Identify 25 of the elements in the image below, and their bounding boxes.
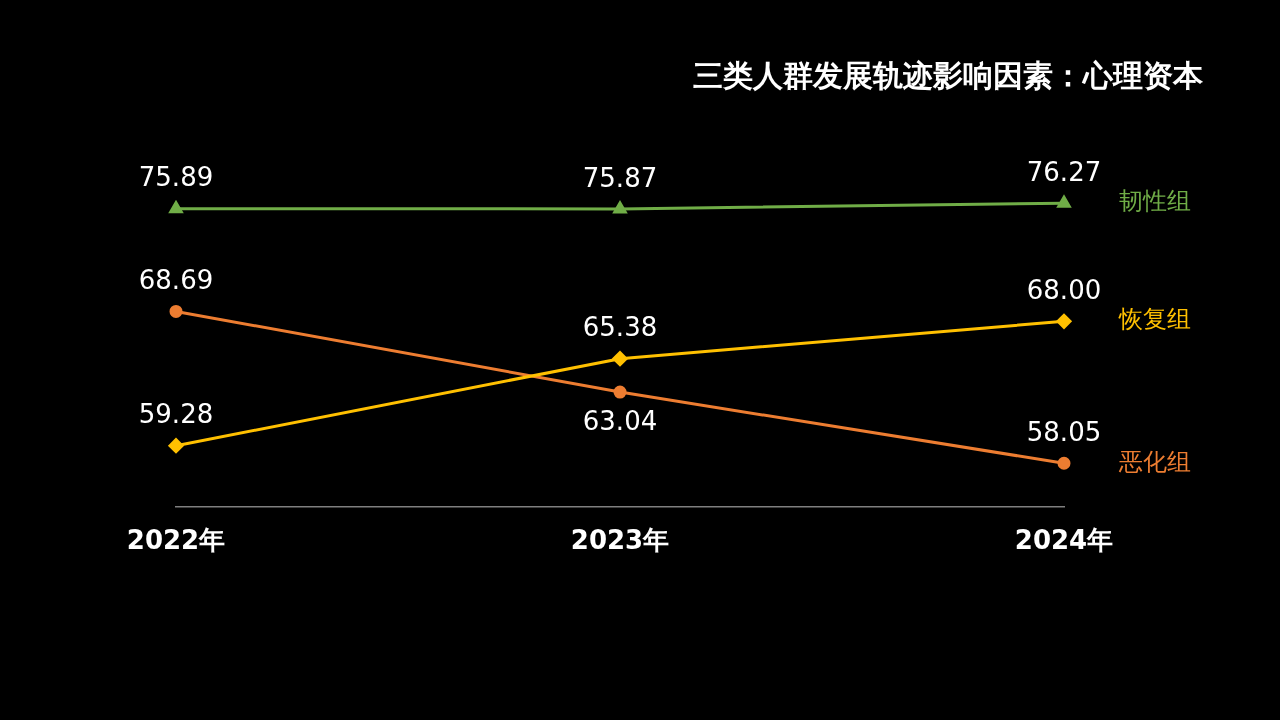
data-label: 75.89 <box>138 162 214 193</box>
point <box>1057 456 1071 470</box>
x-tick-label: 2022年 <box>126 525 226 556</box>
point <box>613 385 627 399</box>
data-label: 76.27 <box>1026 156 1102 187</box>
point <box>169 201 183 214</box>
data-label: 59.28 <box>138 399 214 430</box>
data-label: 58.05 <box>1026 417 1102 448</box>
data-label: 63.04 <box>582 405 658 436</box>
text: 恶化组 <box>1118 447 1191 476</box>
text: 恢复组 <box>1118 305 1191 334</box>
data-label: 68.00 <box>1026 275 1102 306</box>
data-label: 68.69 <box>138 265 214 296</box>
data-label: 75.87 <box>582 162 658 193</box>
point <box>613 201 627 214</box>
chart-title: 三类人群发展轨迹影响因素：心理资本 <box>693 57 1204 93</box>
x-tick-label: 2023年 <box>570 525 670 556</box>
text: 韧性组 <box>1119 187 1191 216</box>
point <box>169 304 183 318</box>
x-tick-label: 2024年 <box>1014 525 1114 556</box>
point <box>168 438 184 454</box>
data-label: 65.38 <box>582 312 658 343</box>
point <box>1056 313 1072 329</box>
point <box>612 351 628 367</box>
point <box>1057 195 1071 208</box>
